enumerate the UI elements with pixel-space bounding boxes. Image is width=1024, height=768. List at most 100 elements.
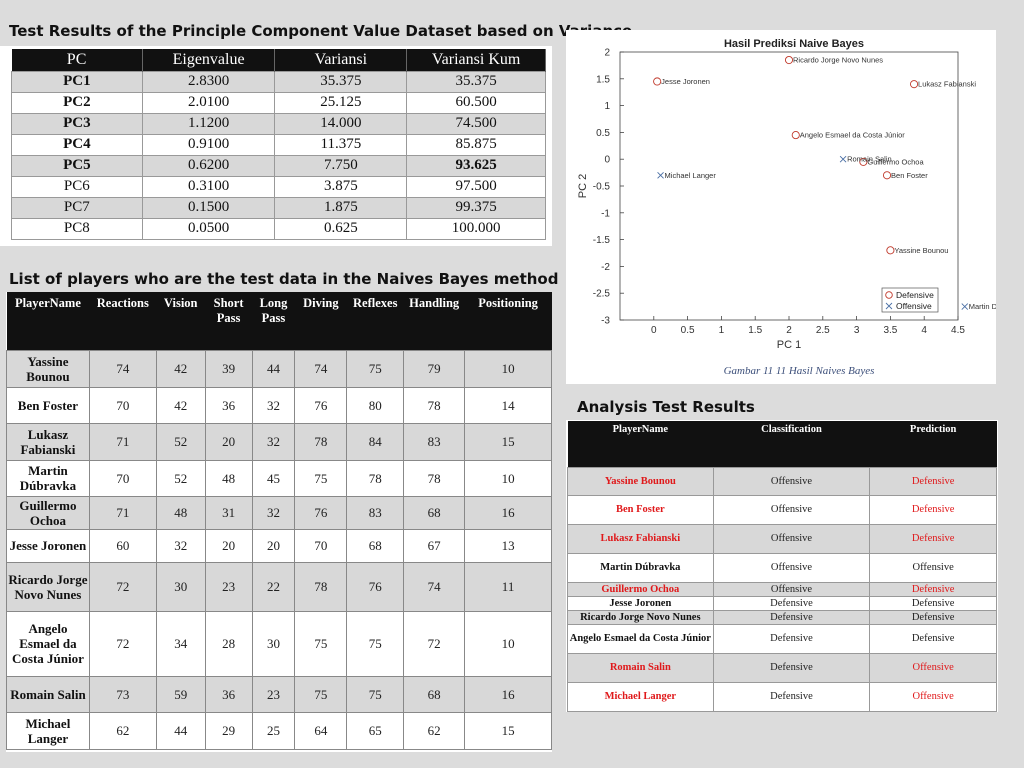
pca-header-cell: Variansi	[274, 49, 408, 71]
analysis-name-cell: Angelo Esmael da Costa Júnior	[567, 623, 714, 654]
players-header-cell: Long Pass	[252, 292, 295, 350]
player-stat-cell: 80	[346, 386, 405, 424]
player-stat-cell: 74	[294, 349, 348, 388]
player-stat-cell: 62	[88, 711, 157, 750]
player-stat-cell: 76	[346, 561, 405, 612]
pca-cell: 1.1200	[141, 112, 276, 135]
player-stat-cell: 68	[403, 495, 466, 530]
player-name-cell: Michael Langer	[6, 711, 90, 750]
player-stat-cell: 75	[294, 675, 348, 713]
table-row: PC2 2.0100 25.125 60.500	[11, 91, 546, 114]
player-stat-cell: 75	[346, 610, 405, 677]
pca-cell: PC4	[11, 133, 143, 156]
table-row: Lukasz Fabianski 71 52 20 32 78 84 83 15	[6, 422, 552, 461]
player-stat-cell: 14	[464, 386, 552, 424]
player-stat-cell: 16	[464, 495, 552, 530]
analysis-header-cell: Classification	[713, 421, 870, 467]
analysis-prediction-cell: Defensive	[869, 595, 997, 611]
player-stat-cell: 74	[403, 561, 466, 612]
data-point-defensive	[882, 171, 892, 180]
pca-cell: 60.500	[406, 91, 546, 114]
y-tick-label: 0.5	[596, 128, 610, 139]
player-stat-cell: 20	[204, 528, 253, 563]
player-stat-cell: 59	[155, 675, 206, 713]
player-stat-cell: 60	[88, 528, 157, 563]
analysis-prediction-cell: Offensive	[869, 652, 997, 683]
analysis-prediction-cell: Defensive	[869, 466, 997, 496]
table-row: Romain Salin Defensive Offensive	[567, 652, 997, 683]
analysis-name-cell: Ben Foster	[567, 494, 714, 525]
player-stat-cell: 15	[464, 711, 552, 750]
table-row: Guillermo Ochoa Offensive Defensive	[567, 581, 997, 597]
player-stat-cell: 72	[403, 610, 466, 677]
pca-cell: 2.8300	[141, 70, 276, 93]
player-stat-cell: 10	[464, 459, 552, 497]
analysis-name-cell: Lukasz Fabianski	[567, 523, 714, 554]
players-header-cell: Handling	[403, 292, 465, 350]
player-name-cell: Yassine Bounou	[6, 349, 90, 388]
player-stat-cell: 68	[403, 675, 466, 713]
chart-title: Hasil Prediksi Naive Bayes	[724, 38, 864, 50]
player-name-cell: Ricardo Jorge Novo Nunes	[6, 561, 90, 612]
player-stat-cell: 78	[403, 386, 466, 424]
player-stat-cell: 34	[155, 610, 206, 677]
analysis-name-cell: Romain Salin	[567, 652, 714, 683]
players-header-cell: Short Pass	[205, 292, 253, 350]
x-tick-label: 2	[786, 325, 792, 336]
player-stat-cell: 48	[155, 495, 206, 530]
analysis-name-cell: Martin Dúbravka	[567, 552, 714, 583]
player-stat-cell: 78	[403, 459, 466, 497]
analysis-classification-cell: Defensive	[712, 652, 871, 683]
table-row: Yassine Bounou 74 42 39 44 74 75 79 10	[6, 349, 552, 388]
players-header-cell: Diving	[294, 292, 347, 350]
legend-marker-defensive	[885, 291, 893, 299]
player-name-cell: Lukasz Fabianski	[6, 422, 90, 461]
point-label: Jesse Joronen	[661, 77, 710, 86]
analysis-table: PlayerName Classification Prediction Yassi…	[567, 421, 997, 712]
player-stat-cell: 30	[155, 561, 206, 612]
pca-cell: 0.1500	[141, 196, 276, 219]
y-tick-label: -0.5	[593, 182, 611, 193]
player-stat-cell: 67	[403, 528, 466, 563]
players-table: PlayerName Reactions Vision Short Pass Long …	[6, 292, 552, 750]
pca-cell: PC7	[11, 196, 143, 219]
point-label: Angelo Esmael da Costa Júnior	[800, 131, 906, 140]
player-stat-cell: 23	[204, 561, 253, 612]
analysis-prediction-cell: Offensive	[869, 552, 997, 583]
table-row: Angelo Esmael da Costa Júnior Defensive De…	[567, 623, 997, 654]
table-row: Romain Salin 73 59 36 23 75 75 68 16	[6, 675, 552, 713]
legend-label: Offensive	[896, 301, 932, 311]
table-row: Ben Foster 70 42 36 32 76 80 78 14	[6, 386, 552, 424]
analysis-name-cell: Michael Langer	[567, 681, 714, 712]
pca-cell: PC3	[11, 112, 143, 135]
y-tick-label: -2	[601, 262, 610, 273]
pca-header-cell: PC	[11, 49, 143, 71]
table-row: Yassine Bounou Offensive Defensive	[567, 466, 997, 496]
player-stat-cell: 20	[251, 528, 296, 563]
players-heading: List of players who are the test data in…	[9, 270, 559, 288]
player-stat-cell: 83	[346, 495, 405, 530]
pca-cell: 35.375	[274, 70, 408, 93]
table-row: PC5 0.6200 7.750 93.625	[11, 154, 546, 177]
table-row: PC8 0.0500 0.625 100.000	[11, 217, 546, 240]
y-tick-label: 1.5	[596, 74, 610, 85]
player-stat-cell: 36	[204, 386, 253, 424]
pca-header-cell: Eigenvalue	[142, 49, 276, 71]
analysis-classification-cell: Offensive	[712, 466, 871, 496]
player-stat-cell: 32	[251, 386, 296, 424]
table-row: Angelo Esmael da Costa Júnior 72 34 28 30 75 7…	[6, 610, 552, 677]
scatter-chart: 0 0.5 1 1.5 2 2.5 3 3.5 4 4.5 2 1.5 1 0.5 0 -0.5 -1 -1.5 -…	[577, 38, 1024, 377]
player-stat-cell: 25	[251, 711, 296, 750]
player-stat-cell: 36	[204, 675, 253, 713]
player-stat-cell: 48	[204, 459, 253, 497]
x-axis-label: PC 1	[777, 339, 801, 351]
analysis-classification-cell: Defensive	[712, 681, 871, 712]
player-stat-cell: 10	[464, 349, 552, 388]
y-tick-label: -2.5	[593, 289, 611, 300]
player-stat-cell: 15	[464, 422, 552, 461]
pca-cell: 100.000	[406, 217, 546, 240]
data-point-defensive	[653, 77, 662, 86]
pca-cell: 0.0500	[141, 217, 276, 240]
analysis-name-cell: Yassine Bounou	[567, 466, 714, 496]
x-tick-label: 1.5	[748, 325, 762, 336]
